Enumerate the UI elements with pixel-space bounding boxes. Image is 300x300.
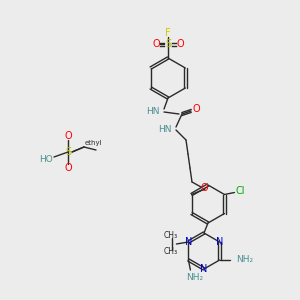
Text: ethyl: ethyl: [84, 140, 102, 146]
Text: HN: HN: [146, 107, 160, 116]
Text: CH₃: CH₃: [163, 232, 178, 241]
Text: N: N: [200, 264, 208, 274]
Text: S: S: [165, 39, 171, 49]
Text: O: O: [176, 39, 184, 49]
Text: N: N: [185, 237, 192, 247]
Text: HO: HO: [39, 155, 53, 164]
Text: O: O: [64, 163, 72, 173]
Text: O: O: [152, 39, 160, 49]
Text: S: S: [65, 147, 71, 157]
Text: CH₃: CH₃: [163, 248, 178, 256]
Text: N: N: [216, 237, 223, 247]
Text: NH₂: NH₂: [237, 254, 254, 263]
Text: O: O: [64, 131, 72, 141]
Text: NH₂: NH₂: [186, 274, 203, 283]
Text: Cl: Cl: [236, 185, 245, 196]
Text: HN: HN: [158, 125, 172, 134]
Text: O: O: [192, 104, 200, 114]
Text: O: O: [200, 183, 208, 193]
Text: F: F: [165, 28, 171, 38]
